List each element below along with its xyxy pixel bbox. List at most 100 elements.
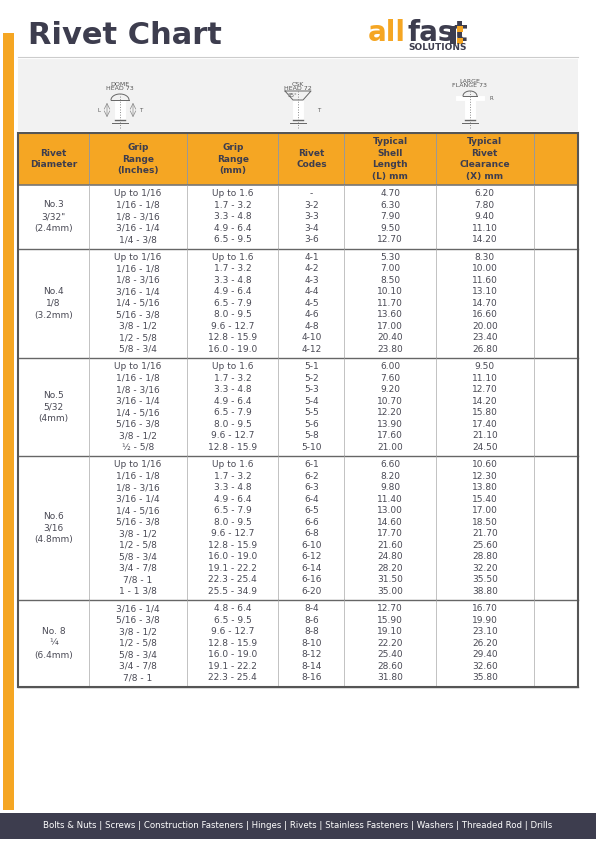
Text: 9.6 - 12.7: 9.6 - 12.7 xyxy=(211,627,254,636)
Text: 3-2: 3-2 xyxy=(304,201,319,210)
Text: 10.60: 10.60 xyxy=(472,460,498,470)
Text: LARGE: LARGE xyxy=(460,79,480,84)
Text: 1.7 - 3.2: 1.7 - 3.2 xyxy=(214,264,252,273)
Text: 4.9 - 6.4: 4.9 - 6.4 xyxy=(214,397,252,405)
Text: 6-3: 6-3 xyxy=(304,483,319,492)
Text: 9.6 - 12.7: 9.6 - 12.7 xyxy=(211,432,254,440)
Text: 5/8 - 3/4: 5/8 - 3/4 xyxy=(119,650,157,659)
Text: 11.10: 11.10 xyxy=(472,373,498,383)
Text: SOLUTIONS: SOLUTIONS xyxy=(408,42,467,51)
Text: No.3
3/32"
(2.4mm): No.3 3/32" (2.4mm) xyxy=(34,201,73,233)
Text: 8.20: 8.20 xyxy=(380,472,400,481)
Text: 6.5 - 9.5: 6.5 - 9.5 xyxy=(214,235,252,244)
Bar xyxy=(450,26,456,44)
Text: No. 8
¼
(6.4mm): No. 8 ¼ (6.4mm) xyxy=(34,627,73,659)
Text: 8-16: 8-16 xyxy=(301,674,322,682)
Text: 5/16 - 3/8: 5/16 - 3/8 xyxy=(116,310,160,319)
Text: 8-6: 8-6 xyxy=(304,615,319,625)
Text: 6-16: 6-16 xyxy=(301,575,322,584)
Text: Grip
Range
(mm): Grip Range (mm) xyxy=(217,143,249,175)
Text: 12.70: 12.70 xyxy=(472,385,498,395)
Text: 3-6: 3-6 xyxy=(304,235,319,244)
Text: 6-12: 6-12 xyxy=(301,552,322,561)
Text: DOME: DOME xyxy=(110,82,129,87)
Text: 4.9 - 6.4: 4.9 - 6.4 xyxy=(214,223,252,233)
Text: 11.10: 11.10 xyxy=(472,223,498,233)
Text: 1/2 - 5/8: 1/2 - 5/8 xyxy=(119,333,157,342)
Text: 35°: 35° xyxy=(288,93,298,98)
Text: Rivet
Codes: Rivet Codes xyxy=(296,148,327,169)
Text: 22.3 - 25.4: 22.3 - 25.4 xyxy=(209,575,257,584)
Text: 5/8 - 3/4: 5/8 - 3/4 xyxy=(119,345,157,354)
Text: 1/4 - 5/16: 1/4 - 5/16 xyxy=(116,298,160,308)
Text: 6-2: 6-2 xyxy=(304,472,319,481)
Text: 21.00: 21.00 xyxy=(377,443,403,452)
Text: 1/16 - 1/8: 1/16 - 1/8 xyxy=(116,472,160,481)
Text: 29.40: 29.40 xyxy=(472,650,498,659)
Text: 3-4: 3-4 xyxy=(304,223,319,233)
Text: 15.40: 15.40 xyxy=(472,495,498,504)
Text: 1/8 - 3/16: 1/8 - 3/16 xyxy=(116,276,160,285)
Text: 18.50: 18.50 xyxy=(472,518,498,527)
Text: 4.9 - 6.4: 4.9 - 6.4 xyxy=(214,495,252,504)
Text: Up to 1/16: Up to 1/16 xyxy=(114,362,162,371)
Bar xyxy=(0,813,596,839)
Text: 7.60: 7.60 xyxy=(380,373,400,383)
Text: 9.40: 9.40 xyxy=(475,212,495,221)
Text: 31.80: 31.80 xyxy=(377,674,403,682)
Text: 38.80: 38.80 xyxy=(472,587,498,596)
Text: 8.50: 8.50 xyxy=(380,276,400,285)
Text: 14.20: 14.20 xyxy=(472,235,498,244)
Text: 8-8: 8-8 xyxy=(304,627,319,636)
Bar xyxy=(18,133,578,185)
Bar xyxy=(18,600,578,686)
Text: 25.60: 25.60 xyxy=(472,540,498,550)
Text: 17.00: 17.00 xyxy=(377,322,403,330)
Text: 11.60: 11.60 xyxy=(472,276,498,285)
Text: 3/4 - 7/8: 3/4 - 7/8 xyxy=(119,662,157,671)
Text: 13.90: 13.90 xyxy=(377,420,403,429)
Text: Up to 1.6: Up to 1.6 xyxy=(212,362,253,371)
Text: 1/2 - 5/8: 1/2 - 5/8 xyxy=(119,540,157,550)
Text: 6-4: 6-4 xyxy=(304,495,319,504)
Text: 11.70: 11.70 xyxy=(377,298,403,308)
Text: Up to 1.6: Up to 1.6 xyxy=(212,460,253,470)
Text: 9.6 - 12.7: 9.6 - 12.7 xyxy=(211,529,254,538)
Text: 3-3: 3-3 xyxy=(304,212,319,221)
Text: 6-5: 6-5 xyxy=(304,507,319,515)
Text: 6.5 - 9.5: 6.5 - 9.5 xyxy=(214,615,252,625)
Bar xyxy=(293,100,303,120)
Text: 8.0 - 9.5: 8.0 - 9.5 xyxy=(214,518,252,527)
Text: 14.60: 14.60 xyxy=(377,518,403,527)
Text: 3/8 - 1/2: 3/8 - 1/2 xyxy=(119,529,157,538)
Text: 1/4 - 3/8: 1/4 - 3/8 xyxy=(119,235,157,244)
Text: 22.3 - 25.4: 22.3 - 25.4 xyxy=(209,674,257,682)
Text: 3.3 - 4.8: 3.3 - 4.8 xyxy=(214,385,252,395)
Text: 14.20: 14.20 xyxy=(472,397,498,405)
Text: Up to 1.6: Up to 1.6 xyxy=(212,189,253,198)
Text: Bolts & Nuts | Screws | Construction Fasteners | Hinges | Rivets | Stainless Fas: Bolts & Nuts | Screws | Construction Fas… xyxy=(44,821,552,830)
Text: 12.8 - 15.9: 12.8 - 15.9 xyxy=(208,443,257,452)
Text: ½ - 5/8: ½ - 5/8 xyxy=(122,443,154,452)
Text: 1/2 - 5/8: 1/2 - 5/8 xyxy=(119,639,157,647)
Text: 24.80: 24.80 xyxy=(377,552,403,561)
Text: Up to 1.6: Up to 1.6 xyxy=(212,253,253,261)
Text: Up to 1/16: Up to 1/16 xyxy=(114,460,162,470)
Text: 16.0 - 19.0: 16.0 - 19.0 xyxy=(208,552,257,561)
Text: 13.00: 13.00 xyxy=(377,507,403,515)
Text: Typical
Rivet
Clearance
(X) mm: Typical Rivet Clearance (X) mm xyxy=(460,137,510,180)
Bar xyxy=(18,133,578,686)
Text: 5-6: 5-6 xyxy=(304,420,319,429)
Text: 14.70: 14.70 xyxy=(472,298,498,308)
Text: 9.50: 9.50 xyxy=(380,223,400,233)
Text: T: T xyxy=(139,108,142,112)
Text: 6-8: 6-8 xyxy=(304,529,319,538)
Text: 35.80: 35.80 xyxy=(472,674,498,682)
Text: 1/8 - 3/16: 1/8 - 3/16 xyxy=(116,385,160,395)
Text: 1/16 - 1/8: 1/16 - 1/8 xyxy=(116,264,160,273)
Text: 4-4: 4-4 xyxy=(304,287,319,296)
Text: 9.80: 9.80 xyxy=(380,483,400,492)
Text: 3/16 - 1/4: 3/16 - 1/4 xyxy=(116,495,160,504)
Text: Grip
Range
(Inches): Grip Range (Inches) xyxy=(117,143,159,175)
Text: 6.20: 6.20 xyxy=(475,189,495,198)
